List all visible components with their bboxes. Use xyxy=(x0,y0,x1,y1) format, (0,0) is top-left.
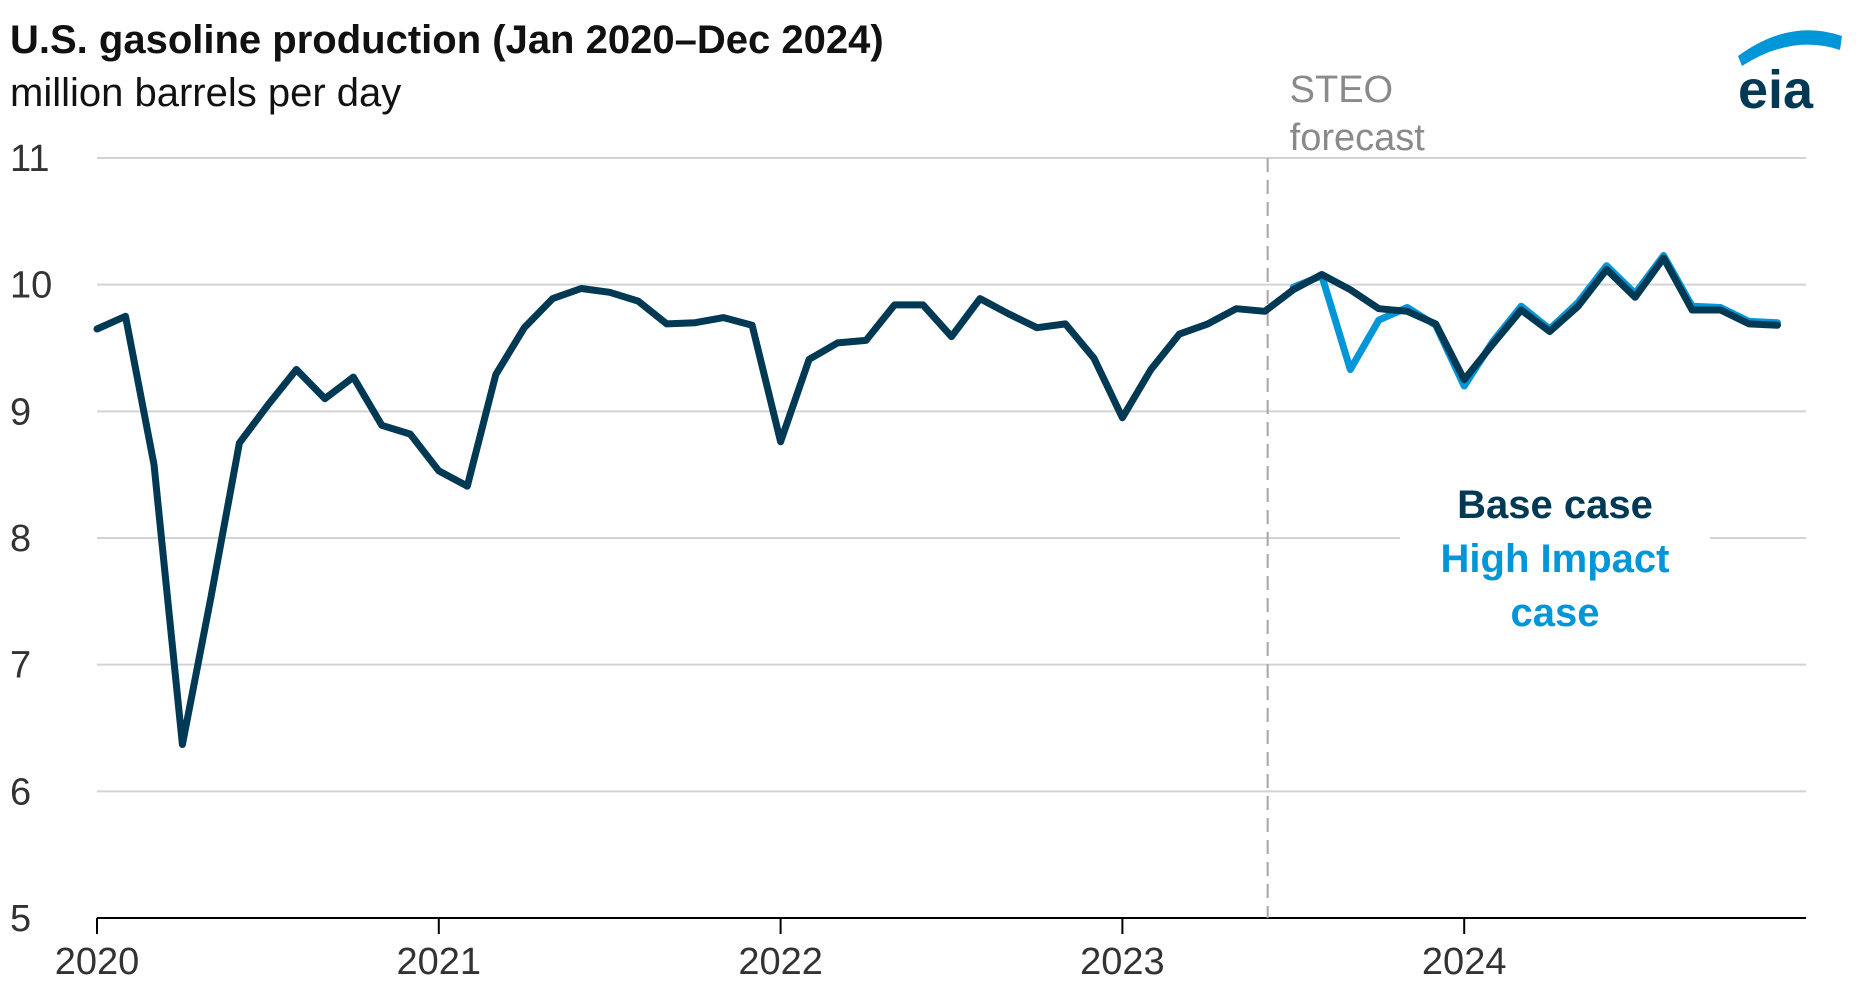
y-tick-label: 11 xyxy=(10,138,49,180)
forecast-marker: STEO forecast xyxy=(1266,69,1426,918)
legend-label: case xyxy=(1511,591,1600,635)
x-tick-label: 2024 xyxy=(1422,941,1507,983)
x-tick-label: 2021 xyxy=(397,941,482,983)
eia-logo-text: eia xyxy=(1738,60,1814,120)
legend-label: Base case xyxy=(1457,483,1653,527)
legend-label: High Impact xyxy=(1441,537,1670,581)
x-axis: 2020 2021 2022 2023 2024 xyxy=(55,917,1806,983)
y-axis-ticks: 5 6 7 8 9 10 11 xyxy=(10,138,52,940)
chart-subtitle: million barrels per day xyxy=(10,71,401,115)
legend: Base case High Impact case xyxy=(1400,470,1710,640)
y-tick-label: 8 xyxy=(10,518,31,560)
eia-logo-swoosh xyxy=(1738,30,1842,66)
series-lines xyxy=(93,252,1781,748)
x-tick-label: 2023 xyxy=(1080,941,1165,983)
chart-title: U.S. gasoline production (Jan 2020–Dec 2… xyxy=(10,18,884,62)
forecast-label: STEO xyxy=(1290,69,1393,111)
x-tick-label: 2022 xyxy=(738,941,823,983)
y-tick-label: 10 xyxy=(10,265,52,307)
y-tick-label: 9 xyxy=(10,391,31,433)
y-tick-label: 5 xyxy=(10,898,31,940)
x-tick-label: 2020 xyxy=(55,941,140,983)
forecast-label: forecast xyxy=(1290,117,1426,159)
y-tick-label: 7 xyxy=(10,645,31,687)
y-tick-label: 6 xyxy=(10,771,31,813)
series-line-base-case xyxy=(93,254,1781,748)
legend-background xyxy=(1400,470,1710,640)
eia-logo: eia xyxy=(1738,30,1842,120)
